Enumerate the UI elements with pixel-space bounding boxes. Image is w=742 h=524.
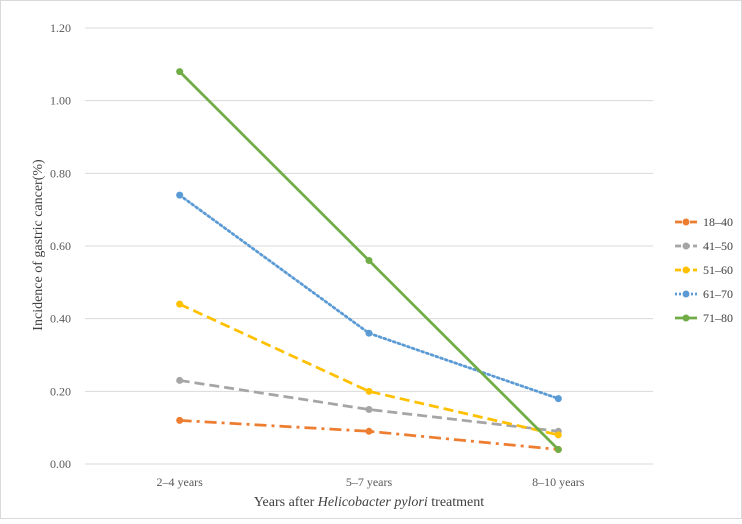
legend-swatch-marker	[682, 242, 690, 250]
series-line	[179, 379, 559, 433]
x-axis-ticks: 2–4 years 5–7 years 8–10 years	[157, 475, 585, 489]
legend-label: 41–50	[703, 239, 733, 253]
data-point	[176, 68, 184, 76]
x-tick-label: 8–10 years	[532, 475, 585, 489]
legend-swatch-marker	[682, 290, 690, 298]
data-point	[365, 387, 373, 395]
series-points	[176, 68, 562, 453]
data-point	[176, 376, 184, 384]
y-tick-label: 0.00	[50, 457, 71, 471]
legend-swatch-marker	[682, 266, 690, 274]
x-axis-title-prefix: Years after	[254, 495, 318, 510]
legend-label: 61–70	[703, 287, 733, 301]
y-axis-ticks: 0.00 0.20 0.40 0.60 0.80 1.00 1.20	[50, 21, 71, 471]
legend-swatch-marker	[682, 314, 690, 322]
data-point	[554, 395, 562, 403]
legend-label: 18–40	[703, 215, 733, 229]
data-point	[365, 427, 373, 435]
y-tick-label: 1.00	[50, 94, 71, 108]
data-point	[365, 406, 373, 413]
y-tick-label: 1.20	[50, 21, 71, 35]
data-point	[176, 300, 184, 308]
data-point	[365, 329, 373, 337]
legend-label: 71–80	[703, 311, 733, 325]
legend-label: 51–60	[703, 263, 733, 277]
data-point	[176, 191, 184, 199]
x-tick-label: 5–7 years	[346, 475, 393, 489]
y-tick-label: 0.60	[50, 239, 71, 253]
legend-swatch-marker	[682, 218, 690, 226]
x-axis-title: Years after Helicobacter pylori treatmen…	[254, 495, 484, 510]
x-tick-label: 2–4 years	[157, 475, 204, 489]
gridlines	[85, 27, 653, 465]
x-axis-title-italic: Helicobacter pylori	[317, 495, 428, 510]
x-axis-title-suffix: treatment	[428, 495, 484, 510]
data-point	[554, 431, 562, 439]
data-point	[554, 445, 562, 453]
y-tick-label: 0.20	[50, 384, 71, 398]
y-tick-label: 0.80	[50, 166, 71, 180]
y-axis-title: Incidence of gastric cancer(%)	[31, 159, 46, 331]
legend: 18–40 41–50 51–60 61–70 71–80	[675, 215, 733, 325]
data-point	[365, 257, 373, 265]
y-tick-label: 0.40	[50, 312, 71, 326]
series-line	[179, 302, 559, 437]
data-point	[176, 416, 184, 424]
